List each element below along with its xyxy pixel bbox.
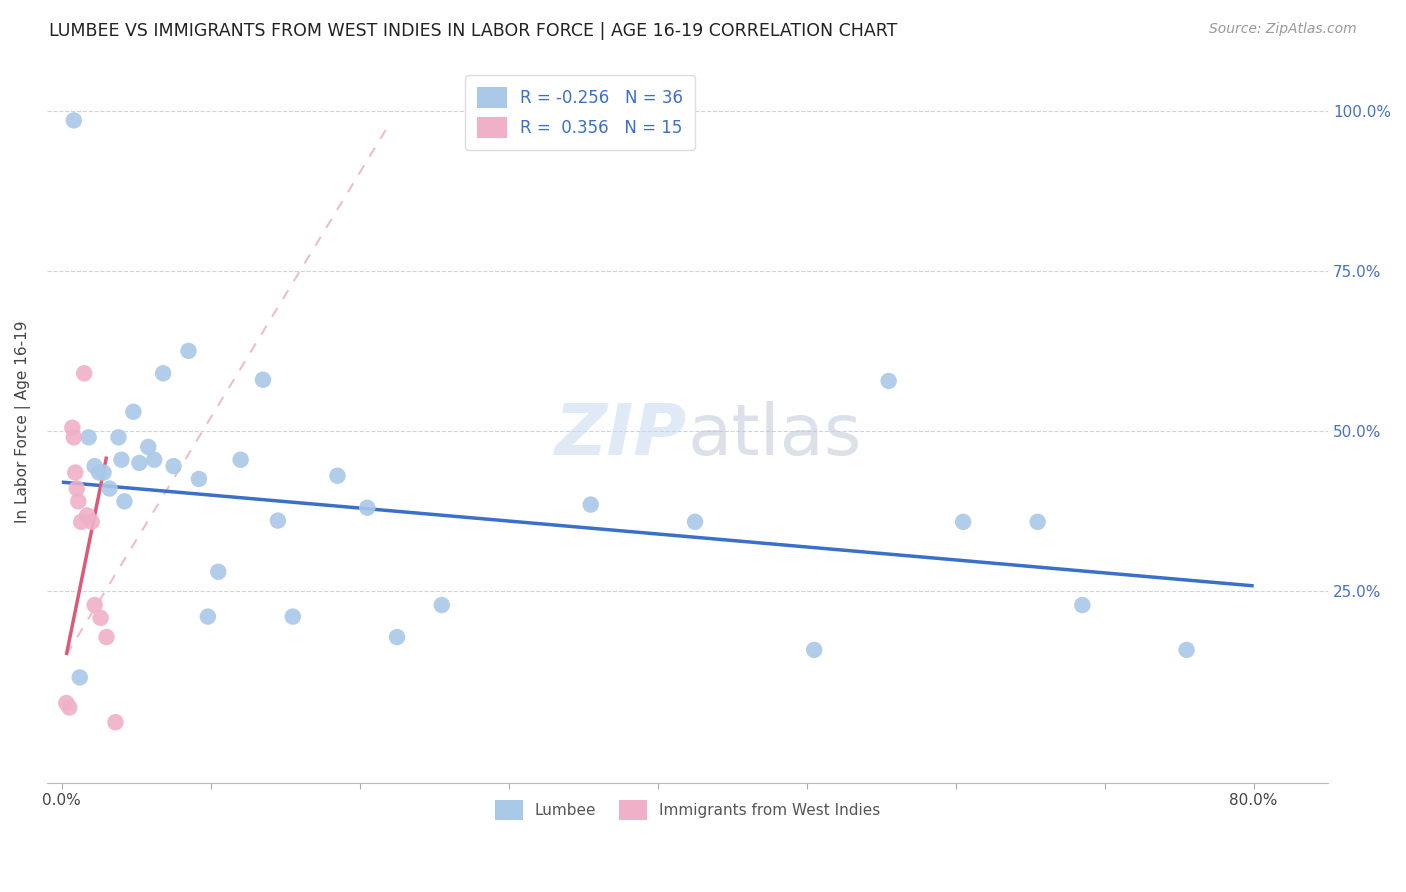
Point: [80, 515, 103, 529]
Point: [128, 456, 150, 470]
Point: [267, 514, 290, 528]
Point: [356, 500, 378, 515]
Point: [104, 715, 127, 730]
Point: [76, 508, 98, 523]
Point: [90, 611, 112, 625]
Point: [877, 374, 900, 388]
Point: [143, 452, 166, 467]
Point: [66, 482, 89, 496]
Point: [207, 565, 229, 579]
Point: [114, 494, 136, 508]
Point: [281, 609, 304, 624]
Point: [229, 452, 252, 467]
Legend: Lumbee, Immigrants from West Indies: Lumbee, Immigrants from West Indies: [489, 794, 886, 826]
Point: [683, 515, 706, 529]
Point: [58, 700, 80, 714]
Text: Source: ZipAtlas.com: Source: ZipAtlas.com: [1209, 22, 1357, 37]
Point: [83, 598, 105, 612]
Point: [430, 598, 453, 612]
Point: [73, 367, 96, 381]
Point: [579, 498, 602, 512]
Point: [187, 472, 209, 486]
Point: [803, 643, 825, 657]
Text: LUMBEE VS IMMIGRANTS FROM WEST INDIES IN LABOR FORCE | AGE 16-19 CORRELATION CHA: LUMBEE VS IMMIGRANTS FROM WEST INDIES IN…: [49, 22, 897, 40]
Text: atlas: atlas: [688, 401, 862, 470]
Point: [65, 466, 87, 480]
Point: [55, 696, 77, 710]
Point: [70, 515, 93, 529]
Point: [1071, 598, 1094, 612]
Point: [197, 609, 219, 624]
Point: [62, 430, 84, 444]
Point: [162, 459, 184, 474]
Point: [60, 421, 83, 435]
Point: [136, 440, 159, 454]
Point: [110, 452, 132, 467]
Point: [252, 373, 274, 387]
Point: [107, 430, 129, 444]
Point: [326, 468, 349, 483]
Point: [1026, 515, 1049, 529]
Point: [385, 630, 408, 644]
Text: ZIP: ZIP: [555, 401, 688, 470]
Point: [69, 670, 91, 684]
Point: [83, 459, 105, 474]
Point: [96, 630, 118, 644]
Point: [177, 343, 200, 358]
Point: [67, 494, 90, 508]
Point: [152, 367, 174, 381]
Point: [122, 405, 145, 419]
Point: [87, 466, 110, 480]
Point: [1175, 643, 1198, 657]
Point: [93, 466, 115, 480]
Point: [98, 482, 121, 496]
Point: [952, 515, 974, 529]
Point: [77, 430, 100, 444]
Y-axis label: In Labor Force | Age 16-19: In Labor Force | Age 16-19: [15, 320, 31, 523]
Point: [62, 113, 84, 128]
